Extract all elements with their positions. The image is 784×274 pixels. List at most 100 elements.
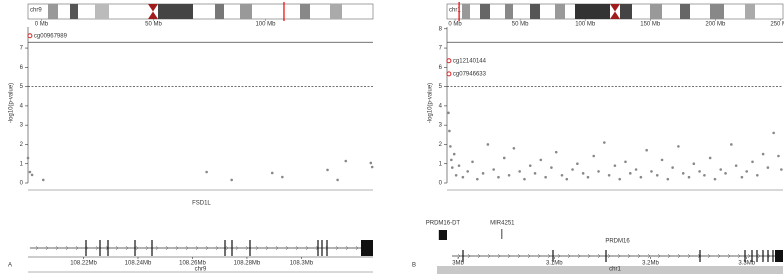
data-point <box>481 172 485 175</box>
chromosome-label: chr9 <box>30 8 42 14</box>
y-tick-label: 7 <box>439 46 443 52</box>
data-point <box>528 164 532 167</box>
gene-label: MIR4251 <box>490 221 515 227</box>
y-tick-label: 1 <box>439 161 443 167</box>
data-point <box>344 159 348 163</box>
data-point <box>26 156 30 160</box>
data-point <box>502 156 506 160</box>
y-tick-label: 5 <box>439 84 443 90</box>
ideogram-tick-label: 150 Mb <box>640 22 661 28</box>
ideogram-tick-label: 0 Mb <box>35 22 49 28</box>
data-point <box>370 165 374 169</box>
data-point <box>512 147 516 150</box>
data-point <box>230 178 233 182</box>
data-point <box>592 154 596 158</box>
y-tick-label: 0 <box>20 181 24 187</box>
x-axis-label: chr9 <box>195 267 207 273</box>
data-point <box>639 175 643 179</box>
data-point <box>756 173 759 177</box>
x-tick-label: 108.28Mb <box>234 261 261 267</box>
data-point <box>703 173 706 177</box>
data-point <box>734 164 738 167</box>
data-point <box>554 150 558 154</box>
data-point <box>713 177 717 181</box>
data-point <box>461 175 465 179</box>
exon <box>361 240 373 256</box>
panel-label: B <box>412 263 416 269</box>
data-point <box>565 177 569 181</box>
y-tick-label: 0 <box>439 181 443 187</box>
data-point <box>628 172 632 175</box>
x-tick-label: 108.22Mb <box>70 261 97 267</box>
data-point <box>205 170 208 174</box>
data-point <box>369 161 373 165</box>
data-point <box>523 177 526 181</box>
x-tick-label: 3Mb <box>452 261 464 267</box>
data-point <box>326 168 329 172</box>
ideogram-tick-label: 100 Mb <box>575 22 596 28</box>
highlight-point <box>446 71 452 77</box>
data-point <box>449 145 452 148</box>
gene-label: FSD1L <box>192 201 211 207</box>
y-tick-label: 5 <box>20 84 24 90</box>
data-point <box>761 152 765 156</box>
data-point <box>581 172 585 175</box>
ideogram-tick-label: 50 Mb <box>145 22 162 28</box>
data-point <box>772 131 775 135</box>
data-point <box>624 160 627 164</box>
y-tick-label: 4 <box>439 103 443 109</box>
data-point <box>454 173 458 177</box>
x-tick-label: 3.1Mb <box>546 261 563 267</box>
data-point <box>698 170 701 173</box>
data-point <box>618 177 622 181</box>
y-tick-label: 8 <box>439 26 443 32</box>
data-point <box>28 170 32 174</box>
panel-label: A <box>8 263 12 269</box>
y-tick-label: 1 <box>20 161 24 167</box>
gene-label: PRDM16-DT <box>426 221 461 227</box>
exon <box>775 250 783 262</box>
y-tick-label: 3 <box>439 123 443 129</box>
data-point <box>492 168 495 171</box>
y-tick-label: 2 <box>20 142 24 148</box>
data-point <box>777 154 780 158</box>
data-point <box>544 175 547 179</box>
data-point <box>666 177 670 181</box>
x-tick-label: 3.3Mb <box>738 261 755 267</box>
data-point <box>466 170 469 173</box>
highlight-label: cg12140144 <box>453 58 487 64</box>
data-point <box>655 173 659 177</box>
data-point <box>687 175 691 179</box>
data-point <box>486 143 490 146</box>
data-point <box>613 164 617 167</box>
data-point <box>30 173 34 177</box>
ideogram-tick-label: 0 Mb <box>448 22 462 28</box>
data-point <box>576 162 579 166</box>
data-point <box>671 166 674 169</box>
highlight-point <box>446 58 452 64</box>
data-point <box>448 129 451 133</box>
data-point <box>645 148 648 152</box>
x-tick-label: 108.24Mb <box>125 261 152 267</box>
data-point <box>650 170 653 173</box>
x-axis-label: chr1 <box>609 267 621 273</box>
ideogram <box>27 3 374 20</box>
y-tick-label: 2 <box>439 142 443 148</box>
data-point <box>607 173 611 177</box>
x-tick-label: 108.26Mb <box>179 261 206 267</box>
data-point <box>518 170 521 173</box>
data-point <box>571 168 574 171</box>
data-point <box>507 173 511 177</box>
data-point <box>533 172 537 175</box>
data-point <box>476 177 479 181</box>
data-point <box>766 166 770 169</box>
y-axis-label: -log10(p-value) <box>428 83 434 123</box>
data-point <box>597 170 600 173</box>
data-point <box>270 171 274 175</box>
data-point <box>719 168 723 171</box>
data-point <box>457 164 461 167</box>
ideogram-tick-label: 200 Mb <box>705 22 726 28</box>
gene-label: PRDM16 <box>605 239 630 245</box>
region-bar <box>437 266 783 274</box>
ideogram-tick-label: 100 Mb <box>255 22 276 28</box>
